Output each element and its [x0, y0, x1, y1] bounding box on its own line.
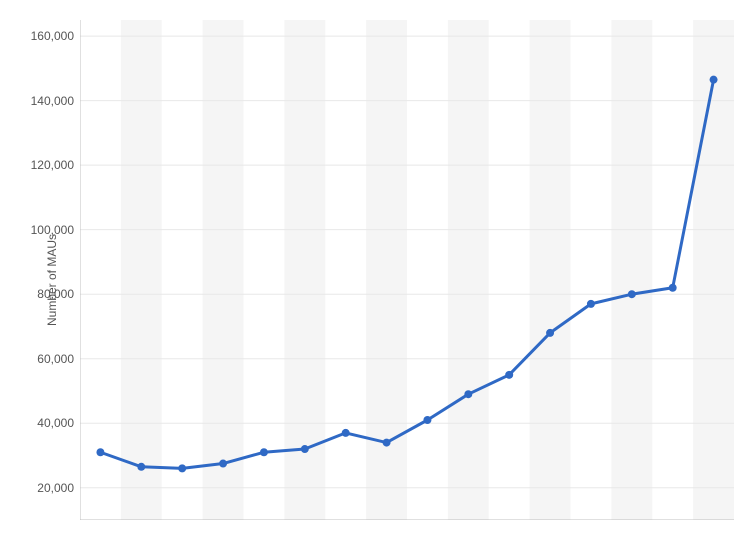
chart-container: Number of MAUs 20,00040,00060,00080,0001… — [0, 0, 754, 560]
data-point — [137, 463, 145, 471]
data-point — [423, 416, 431, 424]
data-point — [546, 329, 554, 337]
zebra-band — [693, 20, 734, 520]
data-point — [587, 300, 595, 308]
data-point — [628, 290, 636, 298]
y-tick-label: 60,000 — [37, 352, 80, 366]
y-tick-label: 120,000 — [31, 158, 80, 172]
y-tick-label: 80,000 — [37, 287, 80, 301]
zebra-band — [611, 20, 652, 520]
zebra-band — [121, 20, 162, 520]
data-point — [219, 460, 227, 468]
y-tick-label: 140,000 — [31, 94, 80, 108]
zebra-band — [203, 20, 244, 520]
y-axis-label: Number of MAUs — [45, 234, 59, 326]
plot-area: 20,00040,00060,00080,000100,000120,00014… — [80, 20, 734, 520]
data-point — [96, 448, 104, 456]
y-tick-label: 160,000 — [31, 29, 80, 43]
y-tick-label: 40,000 — [37, 416, 80, 430]
y-tick-label: 100,000 — [31, 223, 80, 237]
data-point — [383, 439, 391, 447]
zebra-band — [284, 20, 325, 520]
zebra-band — [448, 20, 489, 520]
data-point — [260, 448, 268, 456]
y-tick-label: 20,000 — [37, 481, 80, 495]
data-point — [464, 390, 472, 398]
data-point — [342, 429, 350, 437]
data-point — [301, 445, 309, 453]
zebra-band — [530, 20, 571, 520]
data-point — [178, 464, 186, 472]
line-chart-svg — [80, 20, 734, 520]
data-point — [505, 371, 513, 379]
data-point — [710, 76, 718, 84]
data-point — [669, 284, 677, 292]
